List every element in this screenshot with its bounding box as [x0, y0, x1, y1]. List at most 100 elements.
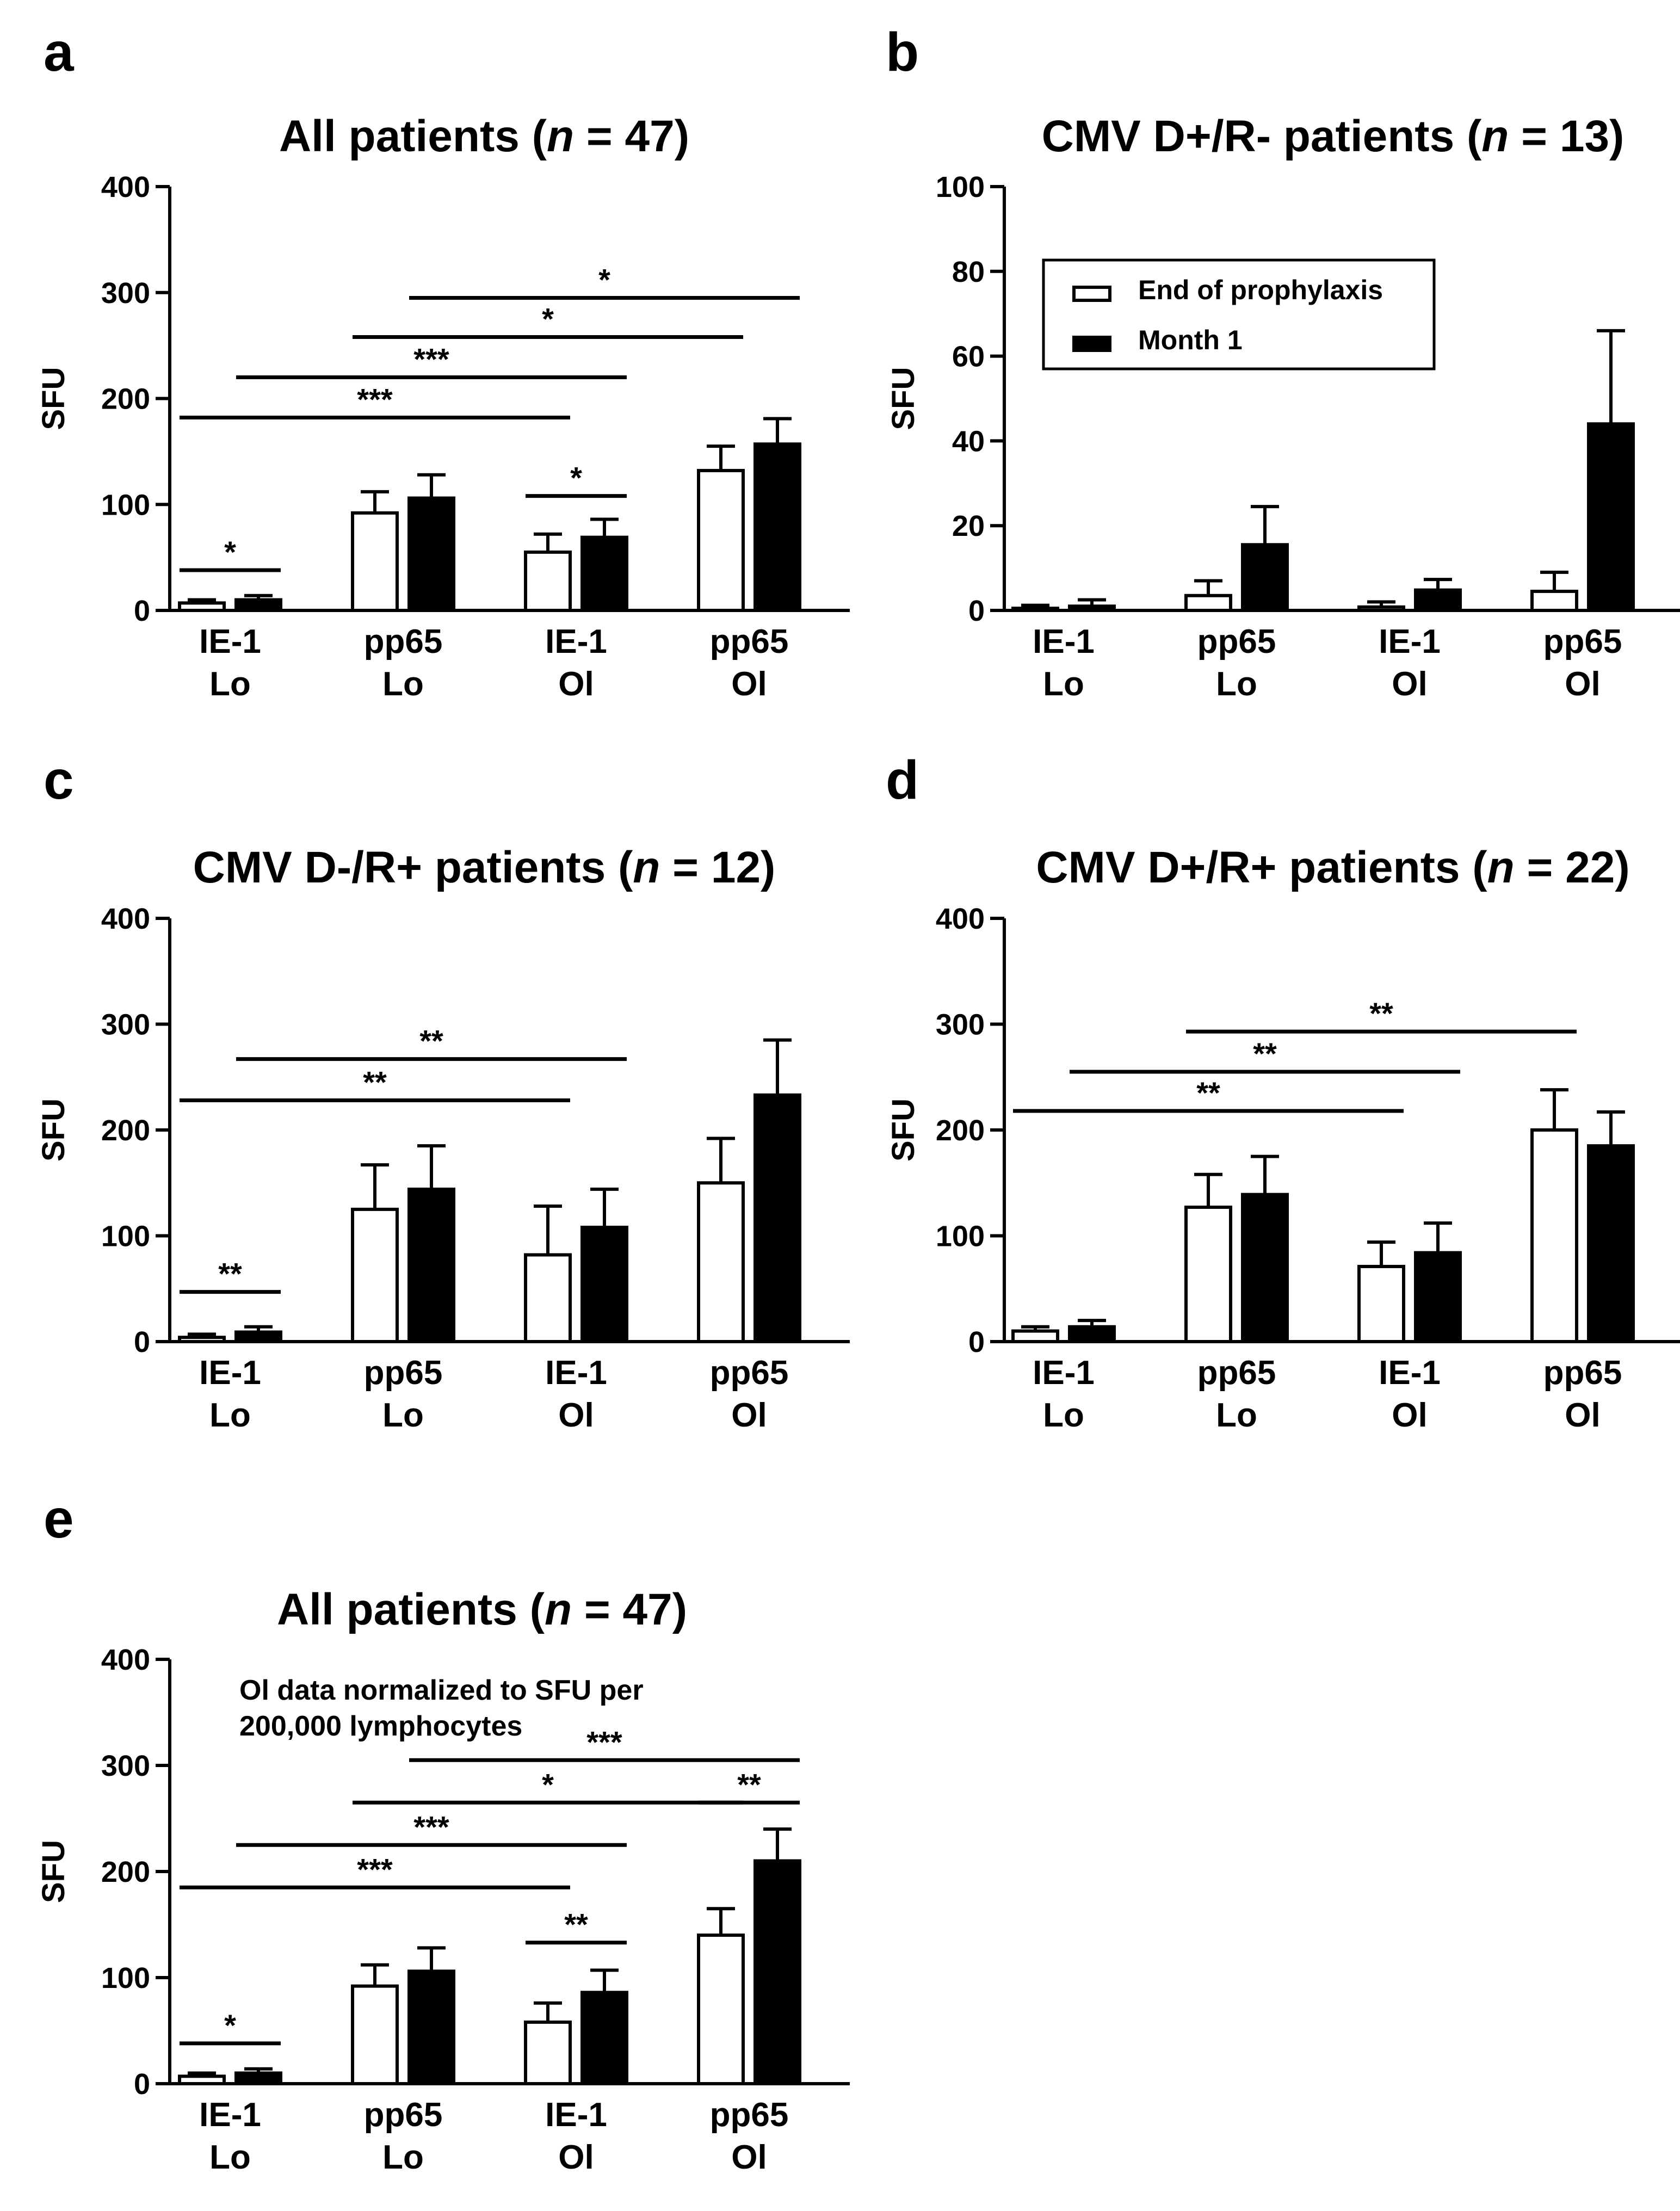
x-category-label: Lo	[382, 1397, 424, 1434]
y-tick-label: 200	[101, 383, 150, 416]
y-tick-label: 400	[936, 903, 985, 935]
x-category-label: pp65	[1543, 1354, 1622, 1392]
significance-label: **	[1196, 1076, 1220, 1110]
significance-label: **	[737, 1767, 761, 1801]
chart-title: All patients (n = 47)	[279, 112, 689, 161]
significance-label: *	[224, 535, 236, 569]
x-category-label: Lo	[209, 665, 251, 703]
title-part: CMV D-/R+ patients (	[193, 843, 633, 892]
title-part: n	[1487, 843, 1515, 892]
chart-panel-b: b CMV D+/R- patients (n = 13) 0 20 40 60 80 100…	[886, 22, 1680, 703]
chart-title: All patients (n = 47)	[277, 1585, 687, 1634]
y-tick-label: 100	[101, 489, 150, 521]
bar	[1587, 422, 1635, 612]
title-part: = 12)	[660, 843, 775, 892]
x-category-label: Ol	[731, 1397, 767, 1434]
significance-label: **	[564, 1907, 588, 1942]
chart-title: CMV D+/R- patients (n = 13)	[1042, 112, 1625, 161]
x-category-label: pp65	[364, 623, 443, 660]
y-tick-label: 300	[101, 1750, 150, 1782]
significance-label: **	[218, 1257, 242, 1291]
bar	[1241, 543, 1289, 613]
bar	[234, 2071, 282, 2085]
x-category-label: IE-1	[1033, 1354, 1095, 1392]
y-tick-label: 20	[952, 510, 985, 542]
panel-letter: c	[44, 750, 74, 811]
bar	[1530, 589, 1578, 612]
bar	[178, 1336, 226, 1343]
annotation-text: 200,000 lymphocytes	[239, 1710, 522, 1742]
panel-letter: b	[886, 22, 919, 83]
y-tick-label: 200	[936, 1114, 985, 1147]
y-tick-label: 300	[936, 1009, 985, 1041]
bar	[753, 1093, 801, 1343]
y-tick-label: 60	[952, 341, 985, 373]
y-tick-label: 300	[101, 1009, 150, 1041]
y-tick-label: 0	[968, 1326, 985, 1358]
panel-letter: a	[44, 22, 75, 83]
chart-title: CMV D-/R+ patients (n = 12)	[193, 843, 776, 892]
title-part: n	[547, 112, 574, 161]
bar	[1414, 1251, 1462, 1344]
legend-label: End of prophylaxis	[1138, 275, 1383, 305]
y-axis-label: SFU	[36, 367, 71, 430]
legend-swatch	[1072, 286, 1111, 302]
significance-label: *	[542, 1767, 554, 1801]
title-part: = 47)	[572, 1585, 687, 1634]
y-tick-label: 40	[952, 425, 985, 458]
bar	[580, 1991, 628, 2086]
x-category-label: Lo	[1216, 665, 1257, 703]
y-axis-label: SFU	[886, 1098, 921, 1162]
bar	[1241, 1193, 1289, 1344]
bar	[1011, 607, 1059, 612]
title-part: All patients (	[279, 112, 547, 161]
significance-label: **	[1253, 1036, 1277, 1071]
x-category-label: IE-1	[545, 2096, 607, 2134]
x-category-label: Lo	[209, 2139, 251, 2176]
x-category-label: pp65	[710, 1354, 789, 1392]
y-tick-label: 400	[101, 171, 150, 203]
y-tick-label: 400	[101, 1644, 150, 1676]
annotation-text: Ol data normalized to SFU per	[239, 1675, 644, 1706]
bar	[580, 1225, 628, 1343]
title-part: n	[1481, 112, 1509, 161]
x-category-label: IE-1	[199, 623, 261, 660]
title-part: = 22)	[1515, 843, 1630, 892]
bar	[753, 1859, 801, 2085]
title-part: CMV D+/R+ patients (	[1036, 843, 1487, 892]
significance-label: **	[363, 1065, 387, 1100]
y-tick-label: 100	[936, 1220, 985, 1253]
title-part: n	[545, 1585, 572, 1634]
chart-panel-e: e All patients (n = 47) 0 100 200 300 400 SFU IE…	[36, 1489, 850, 2176]
x-category-label: Lo	[1043, 665, 1084, 703]
title-part: n	[633, 843, 660, 892]
y-tick-label: 0	[134, 1326, 150, 1358]
bar	[407, 496, 455, 612]
significance-label: ***	[357, 382, 393, 417]
x-category-label: Ol	[1565, 1397, 1600, 1434]
y-axis-label: SFU	[886, 367, 921, 430]
y-tick-label: 100	[101, 1220, 150, 1253]
legend-label: Month 1	[1138, 325, 1243, 355]
legend: End of prophylaxis Month 1	[1042, 258, 1436, 370]
y-tick-label: 400	[101, 903, 150, 935]
significance-label: **	[1369, 996, 1393, 1030]
bar	[524, 1253, 572, 1344]
x-category-label: IE-1	[545, 1354, 607, 1392]
bar	[234, 1330, 282, 1344]
bar	[351, 1207, 399, 1343]
bar	[753, 442, 801, 612]
bar	[351, 511, 399, 613]
title-part: CMV D+/R- patients (	[1042, 112, 1482, 161]
bar	[1011, 1329, 1059, 1344]
y-tick-label: 0	[968, 595, 985, 627]
bar	[178, 601, 226, 613]
y-tick-label: 0	[134, 595, 150, 627]
panel-letter: d	[886, 750, 919, 811]
bar	[1068, 1325, 1116, 1344]
bar	[1357, 1264, 1405, 1344]
x-category-label: Ol	[731, 665, 767, 703]
significance-label: ***	[413, 1809, 449, 1844]
chart-panel-c: c CMV D-/R+ patients (n = 12) 0 100 200 300 40…	[36, 750, 850, 1434]
